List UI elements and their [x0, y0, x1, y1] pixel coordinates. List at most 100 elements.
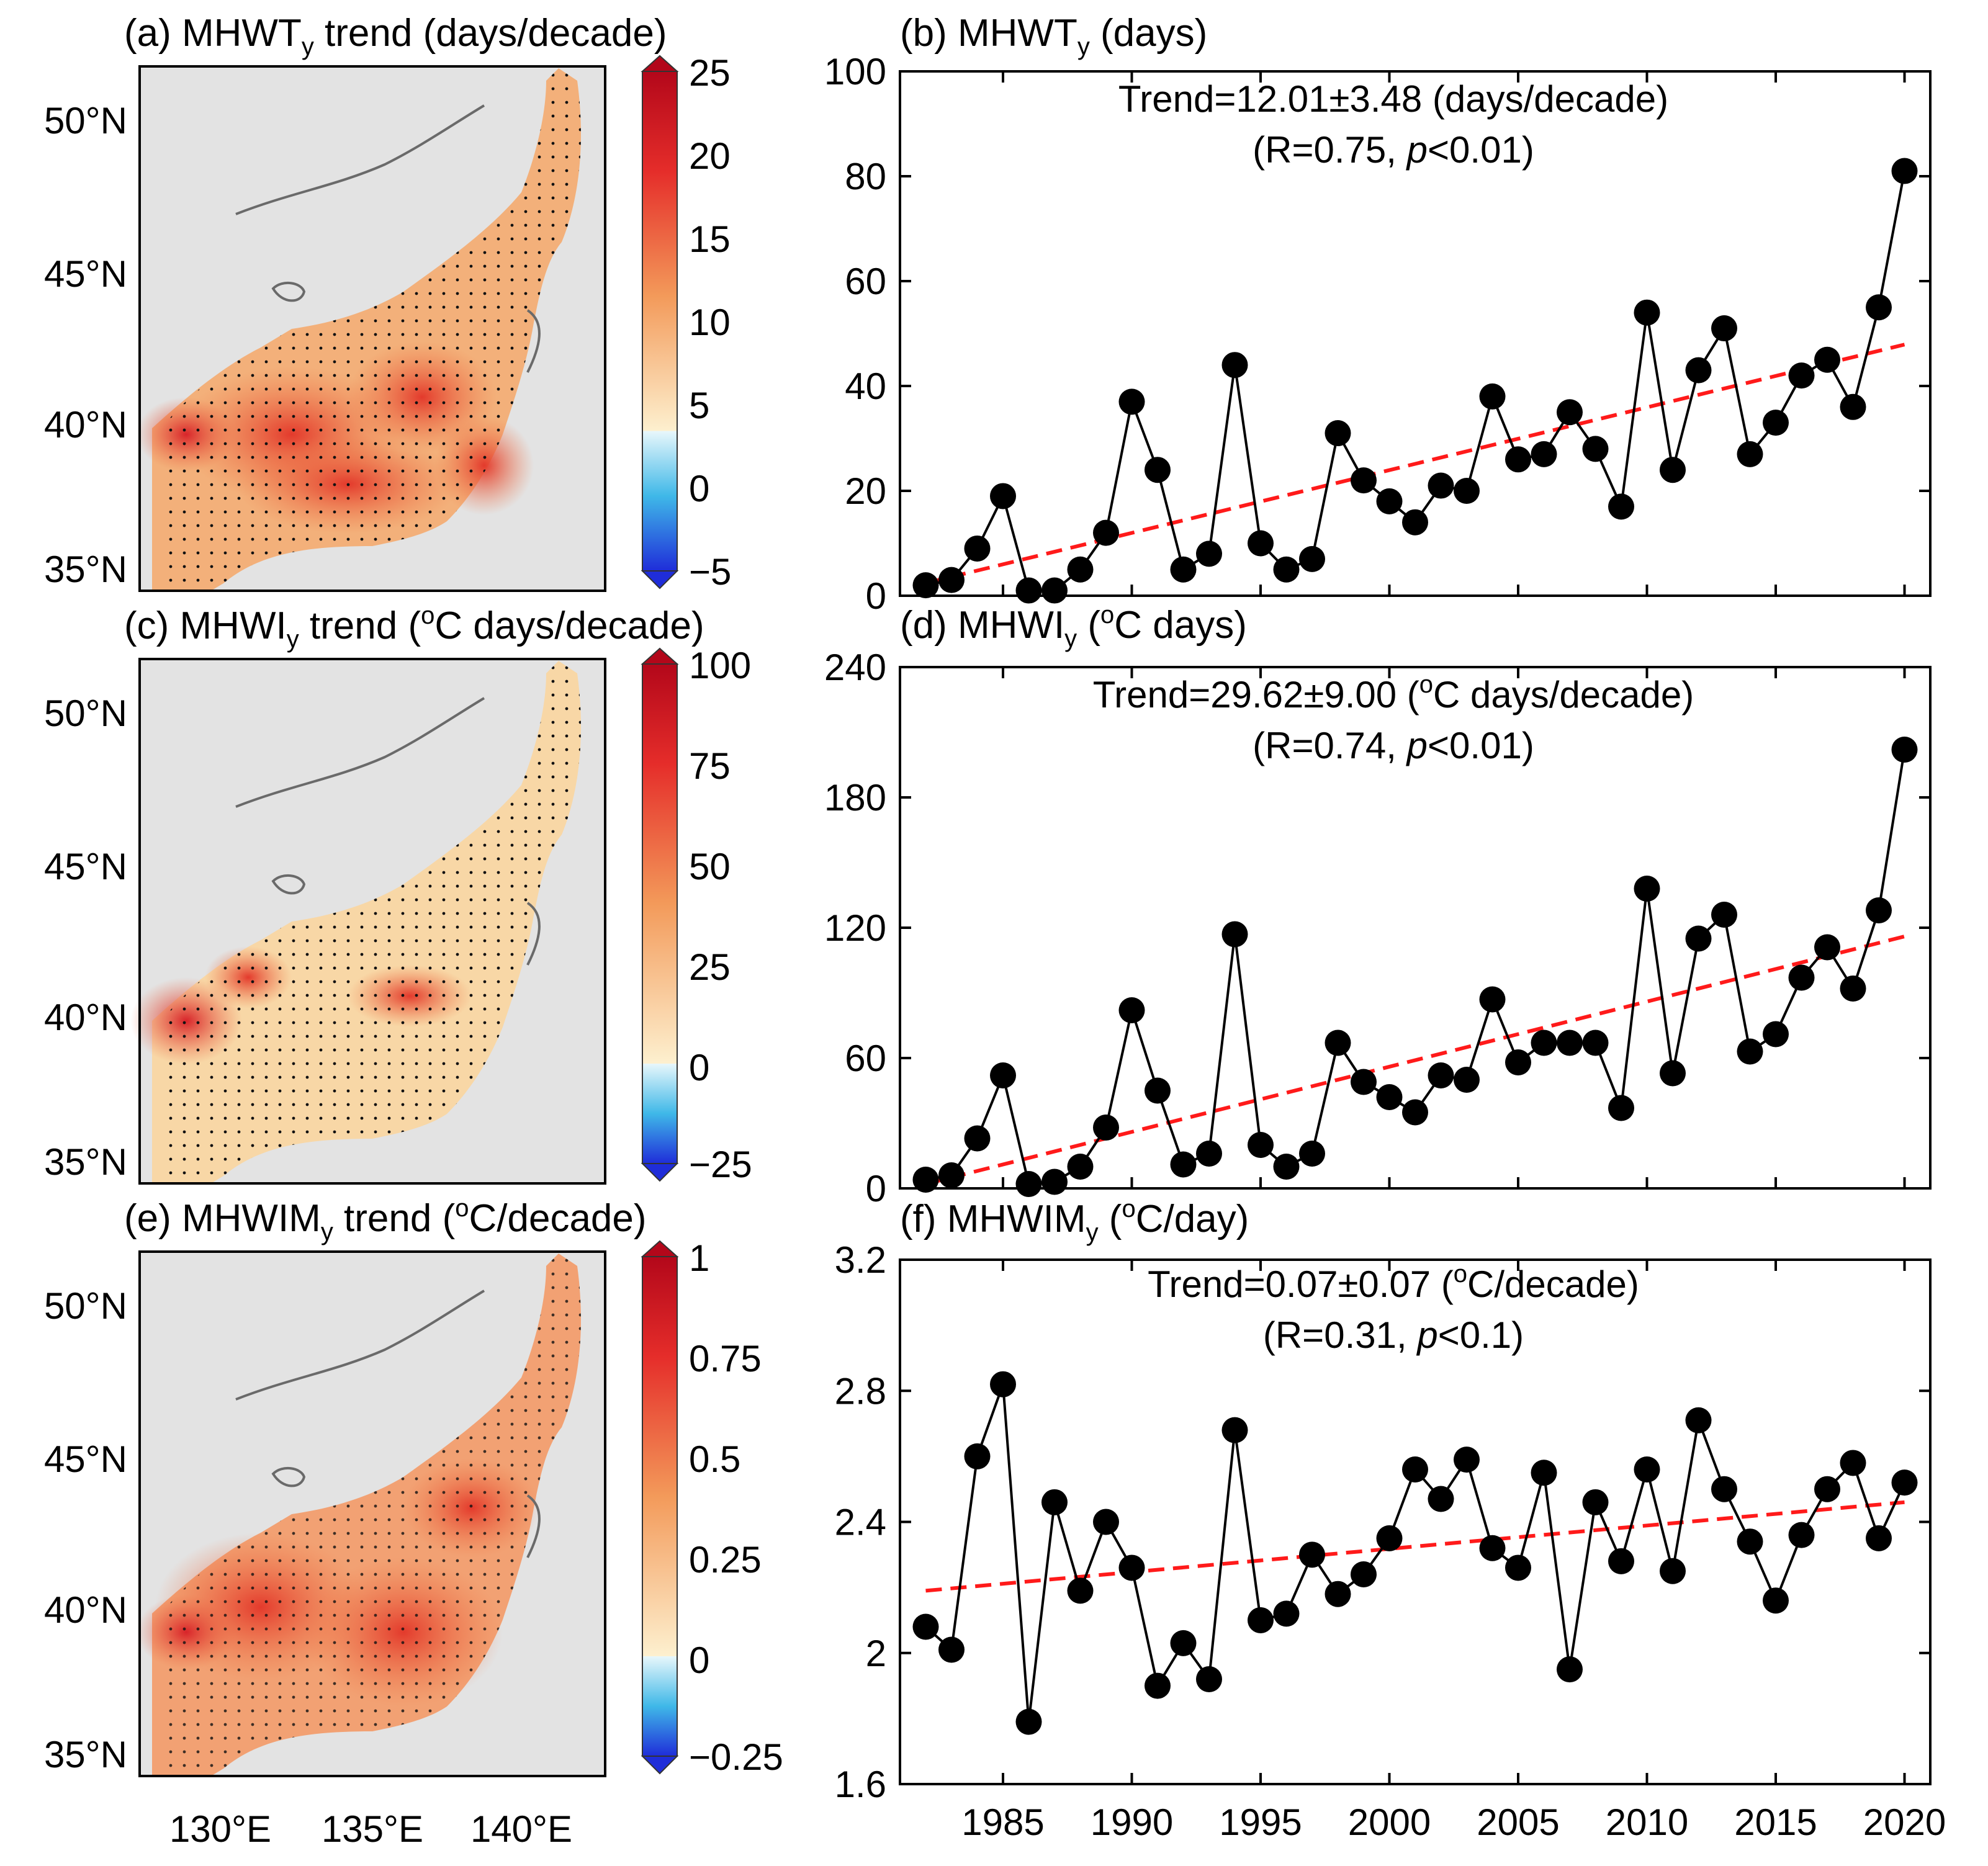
x-tick-label: 2000 [1348, 1801, 1431, 1843]
data-point [990, 1062, 1016, 1088]
lat-tick: 40°N [44, 1589, 127, 1631]
series-line [925, 1384, 1906, 1722]
data-point [1221, 352, 1248, 379]
data-point [1299, 545, 1325, 572]
data-point [1015, 1171, 1042, 1197]
data-point [1582, 1029, 1609, 1056]
colorbar-tick: 75 [689, 745, 731, 787]
y-tick-label: 240 [824, 647, 886, 688]
data-point [1248, 530, 1274, 557]
colorbar-tick: −25 [689, 1144, 752, 1185]
timeseries-panel-f: (f) MHWIMy (oC/day) Trend=0.07±0.07 (oC/… [835, 1195, 1946, 1843]
data-point [1428, 1486, 1454, 1512]
data-point [1505, 446, 1531, 473]
plot-area: 0 20 40 60 80 100 [824, 51, 1932, 617]
data-point [1093, 1509, 1119, 1535]
colorbar-tick: 1 [689, 1237, 709, 1279]
data-point [1170, 1630, 1197, 1656]
data-point [1788, 964, 1815, 991]
data-point [1660, 457, 1686, 483]
trend-line [925, 343, 1905, 585]
data-point [1402, 509, 1428, 536]
data-point [964, 1125, 991, 1152]
significance-dots [161, 661, 581, 1183]
data-point [1634, 876, 1660, 902]
data-point [912, 572, 939, 599]
x-tick-label: 1990 [1091, 1801, 1173, 1843]
data-point [1248, 1132, 1274, 1158]
data-point [1711, 315, 1737, 342]
data-point [1634, 1456, 1660, 1482]
data-point [912, 1167, 939, 1193]
data-point [1557, 399, 1583, 426]
lon-tick: 130°E [169, 1808, 271, 1850]
data-point [1067, 1154, 1094, 1180]
data-point [1041, 1489, 1068, 1515]
colorbar-tick: 50 [689, 846, 731, 887]
map-title-e: (e) MHWIMy trend (oC/decade) [124, 1195, 647, 1245]
colorbar-arrow-bottom [641, 1756, 679, 1775]
colorbar-arrow-bottom [641, 570, 679, 590]
y-tick-label: 80 [845, 156, 886, 197]
y-tick-label: 40 [845, 366, 886, 407]
lon-tick: 140°E [470, 1808, 572, 1850]
coastline [235, 697, 485, 808]
lat-tick: 50°N [44, 693, 127, 734]
data-point [964, 535, 991, 562]
coastline [235, 1290, 485, 1401]
data-point [1479, 383, 1506, 410]
x-tick-label: 1985 [961, 1801, 1044, 1843]
data-point [1376, 488, 1403, 514]
data-point [1170, 1151, 1197, 1178]
colorbar-tick: 25 [689, 946, 731, 988]
data-point [1170, 556, 1197, 583]
data-point [1505, 1049, 1531, 1075]
map-title-a: (a) MHWTy trend (days/decade) [124, 12, 667, 60]
data-point [1248, 1607, 1274, 1633]
significance-dots [161, 1254, 581, 1776]
colorbar-tick: 100 [689, 645, 751, 686]
data-point [1351, 1561, 1377, 1587]
data-point [1685, 1407, 1712, 1433]
data-point [1015, 577, 1042, 604]
data-point [1814, 1476, 1840, 1502]
lat-tick: 50°N [44, 1285, 127, 1327]
data-point [990, 483, 1016, 509]
lat-tick: 40°N [44, 997, 127, 1038]
data-point [1015, 1708, 1042, 1735]
data-point [1840, 393, 1866, 420]
plot-area: 1.6 2 2.4 2.8 3.2 1985 1990 1995 2000 2005 2010 201… [835, 1239, 1946, 1843]
data-point [1196, 1141, 1222, 1167]
data-point [1145, 457, 1171, 483]
trend-annotation: Trend=29.62±9.00 (oC days/decade) [1093, 671, 1694, 715]
y-tick-label: 2.4 [835, 1502, 886, 1543]
data-point [1866, 294, 1892, 321]
data-point [1840, 1450, 1866, 1476]
data-point [1145, 1077, 1171, 1104]
data-point [1325, 420, 1351, 447]
data-point [1145, 1672, 1171, 1699]
chart-title-d: (d) MHWIy (oC days) [900, 601, 1247, 652]
data-point [1866, 1525, 1892, 1551]
data-point [1582, 436, 1609, 462]
data-point [1479, 1535, 1506, 1561]
lon-tick: 135°E [322, 1808, 423, 1850]
data-point [938, 1636, 965, 1663]
data-point [1454, 1447, 1480, 1473]
data-point [1711, 1476, 1737, 1502]
map-panel-a: (a) MHWTy trend (days/decade) 50°N 45°N … [44, 12, 731, 593]
map-title-c: (c) MHWIy trend (oC days/decade) [124, 602, 704, 653]
trend-annotation: Trend=0.07±0.07 (oC/decade) [1148, 1260, 1639, 1305]
map-frame [138, 658, 606, 1185]
data-point [1685, 925, 1712, 952]
x-tick-label: 2005 [1477, 1801, 1559, 1843]
data-point [1454, 1067, 1480, 1093]
data-point [1840, 976, 1866, 1002]
coastline [271, 874, 306, 895]
colorbar-tick: 0 [689, 1047, 709, 1088]
data-point [1685, 357, 1712, 384]
trend-annotation: Trend=12.01±3.48 (days/decade) [1118, 78, 1668, 120]
data-point [938, 567, 965, 593]
coastline [526, 1494, 541, 1558]
colorbar-tick: 25 [689, 52, 731, 94]
